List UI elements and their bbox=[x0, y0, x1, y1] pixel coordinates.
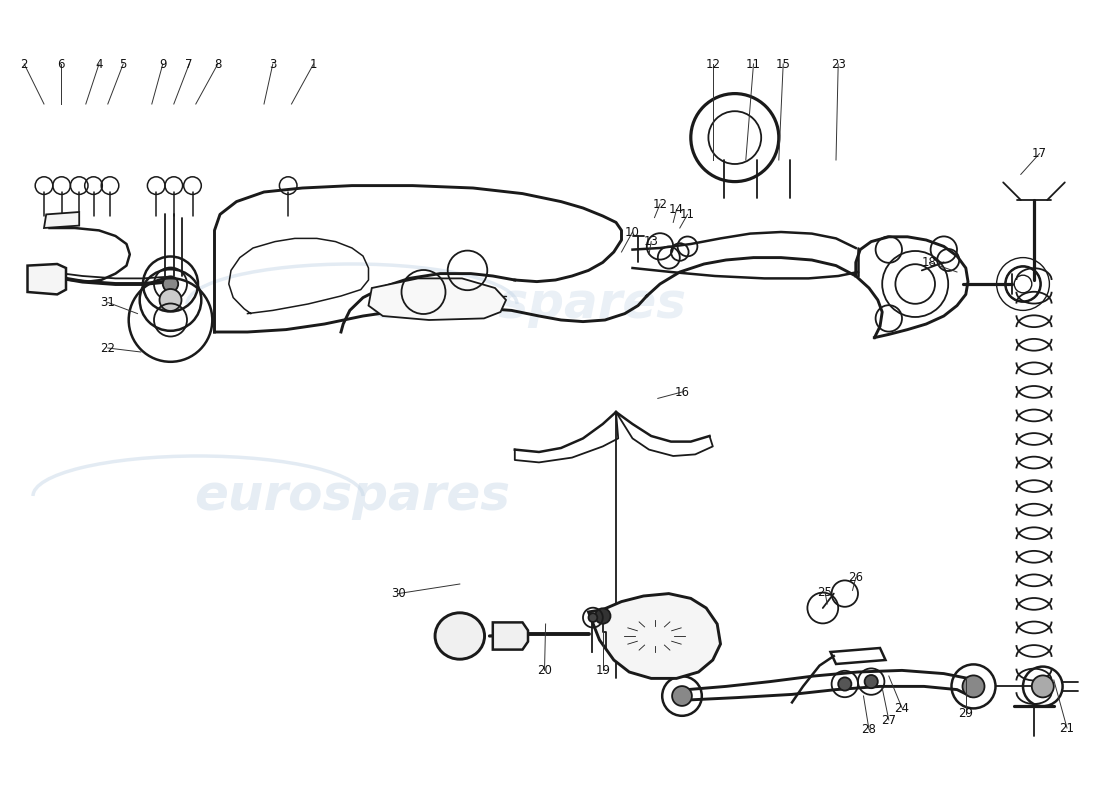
Text: 7: 7 bbox=[186, 58, 192, 70]
Polygon shape bbox=[28, 264, 66, 294]
Circle shape bbox=[1032, 675, 1054, 698]
Text: 30: 30 bbox=[390, 587, 406, 600]
Text: 12: 12 bbox=[705, 58, 720, 70]
Text: 1: 1 bbox=[310, 58, 317, 70]
Text: 4: 4 bbox=[96, 58, 102, 70]
Text: 16: 16 bbox=[674, 386, 690, 398]
Text: 13: 13 bbox=[644, 235, 659, 248]
Text: 9: 9 bbox=[160, 58, 166, 70]
Text: 20: 20 bbox=[537, 664, 552, 677]
Circle shape bbox=[163, 276, 178, 292]
Circle shape bbox=[595, 608, 610, 624]
Text: 11: 11 bbox=[746, 58, 761, 70]
Text: 5: 5 bbox=[120, 58, 127, 70]
Circle shape bbox=[838, 678, 851, 690]
Text: 10: 10 bbox=[625, 226, 640, 238]
Circle shape bbox=[160, 289, 182, 311]
Circle shape bbox=[672, 686, 692, 706]
Text: 25: 25 bbox=[817, 586, 833, 598]
Circle shape bbox=[865, 675, 878, 688]
Text: 19: 19 bbox=[595, 664, 610, 677]
Text: 3: 3 bbox=[270, 58, 276, 70]
Text: 22: 22 bbox=[100, 342, 116, 354]
Text: 24: 24 bbox=[894, 702, 910, 714]
Polygon shape bbox=[44, 212, 79, 228]
Text: 21: 21 bbox=[1059, 722, 1075, 734]
Text: 12: 12 bbox=[652, 198, 668, 210]
Circle shape bbox=[962, 675, 984, 698]
Text: 15: 15 bbox=[776, 58, 791, 70]
Text: 6: 6 bbox=[57, 58, 64, 70]
Text: eurospares: eurospares bbox=[194, 472, 510, 520]
Text: 23: 23 bbox=[830, 58, 846, 70]
Polygon shape bbox=[588, 594, 720, 678]
Polygon shape bbox=[493, 622, 528, 650]
Text: 17: 17 bbox=[1032, 147, 1047, 160]
Text: 2: 2 bbox=[21, 58, 28, 70]
Text: 18: 18 bbox=[922, 256, 937, 269]
Text: 11: 11 bbox=[680, 208, 695, 221]
Text: 29: 29 bbox=[958, 707, 974, 720]
Text: 8: 8 bbox=[214, 58, 221, 70]
Text: 27: 27 bbox=[881, 714, 896, 726]
Polygon shape bbox=[368, 278, 506, 320]
Text: 31: 31 bbox=[100, 296, 116, 309]
Circle shape bbox=[588, 613, 597, 622]
Text: 28: 28 bbox=[861, 723, 877, 736]
Text: 14: 14 bbox=[669, 203, 684, 216]
Ellipse shape bbox=[434, 613, 484, 659]
Text: 26: 26 bbox=[848, 571, 864, 584]
Text: eurospares: eurospares bbox=[370, 280, 686, 328]
